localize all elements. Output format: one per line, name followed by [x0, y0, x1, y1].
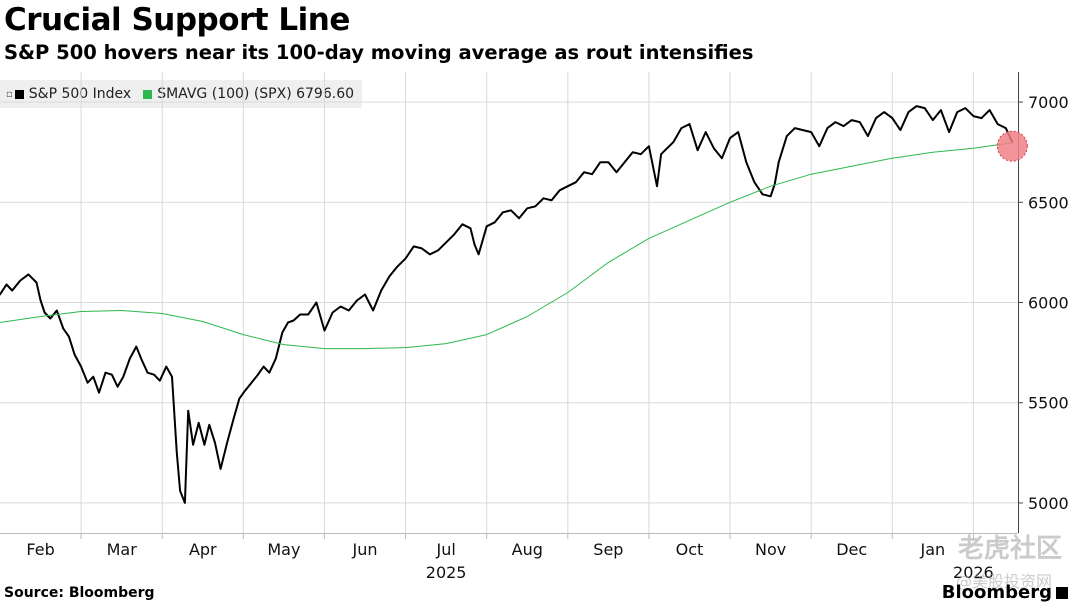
x-tick-label: Apr — [189, 540, 217, 559]
x-tick-label: Sep — [593, 540, 623, 559]
highlight-marker — [996, 130, 1028, 162]
watermark-sub: @美股投资网 — [955, 572, 1052, 591]
x-year-label: 2026 — [953, 563, 994, 582]
y-tick-label: 6500 — [1028, 193, 1069, 212]
legend-item-smavg: SMAVG (100) (SPX) 6796.60 — [143, 86, 354, 102]
y-tick-label: 5500 — [1028, 394, 1069, 413]
chart-legend: ▫ S&P 500 Index SMAVG (100) (SPX) 6796.6… — [0, 80, 363, 108]
x-tick-label: Dec — [836, 540, 867, 559]
bloomberg-logo-icon — [1056, 586, 1068, 599]
x-tick-label: Nov — [755, 540, 786, 559]
x-tick-label: Feb — [26, 540, 54, 559]
source-note: Source: Bloomberg — [4, 585, 155, 601]
x-year-label: 2025 — [426, 563, 467, 582]
watermark: 老虎社区 — [957, 534, 1062, 564]
brand-logo: Bloomberg — [942, 582, 1068, 603]
legend-item-spx: S&P 500 Index — [14, 86, 132, 102]
series-line-spx — [0, 105, 1014, 504]
x-tick-label: Jan — [919, 540, 945, 559]
chart-subtitle: S&P 500 hovers near its 100-day moving a… — [4, 41, 754, 64]
series-line-smavg — [0, 142, 1013, 350]
legend-swatch-smavg — [143, 89, 153, 99]
legend-flag-icon: ▫ — [6, 88, 13, 100]
brand-name: Bloomberg — [941, 582, 1052, 603]
y-tick-label: 7000 — [1028, 93, 1069, 112]
chart-title: Crucial Support Line — [4, 2, 350, 38]
x-tick-label: Jun — [352, 540, 378, 559]
x-tick-label: Aug — [512, 540, 543, 559]
legend-label-smavg: SMAVG (100) (SPX) 6796.60 — [157, 86, 355, 102]
y-tick-label: 6000 — [1028, 294, 1069, 313]
legend-label-spx: S&P 500 Index — [28, 86, 132, 102]
y-tick-label: 5000 — [1028, 494, 1069, 513]
x-tick-label: Jul — [435, 540, 455, 559]
x-tick-label: Mar — [107, 540, 138, 559]
x-tick-label: May — [267, 540, 300, 559]
x-tick-label: Oct — [676, 540, 704, 559]
legend-swatch-spx — [14, 89, 24, 99]
